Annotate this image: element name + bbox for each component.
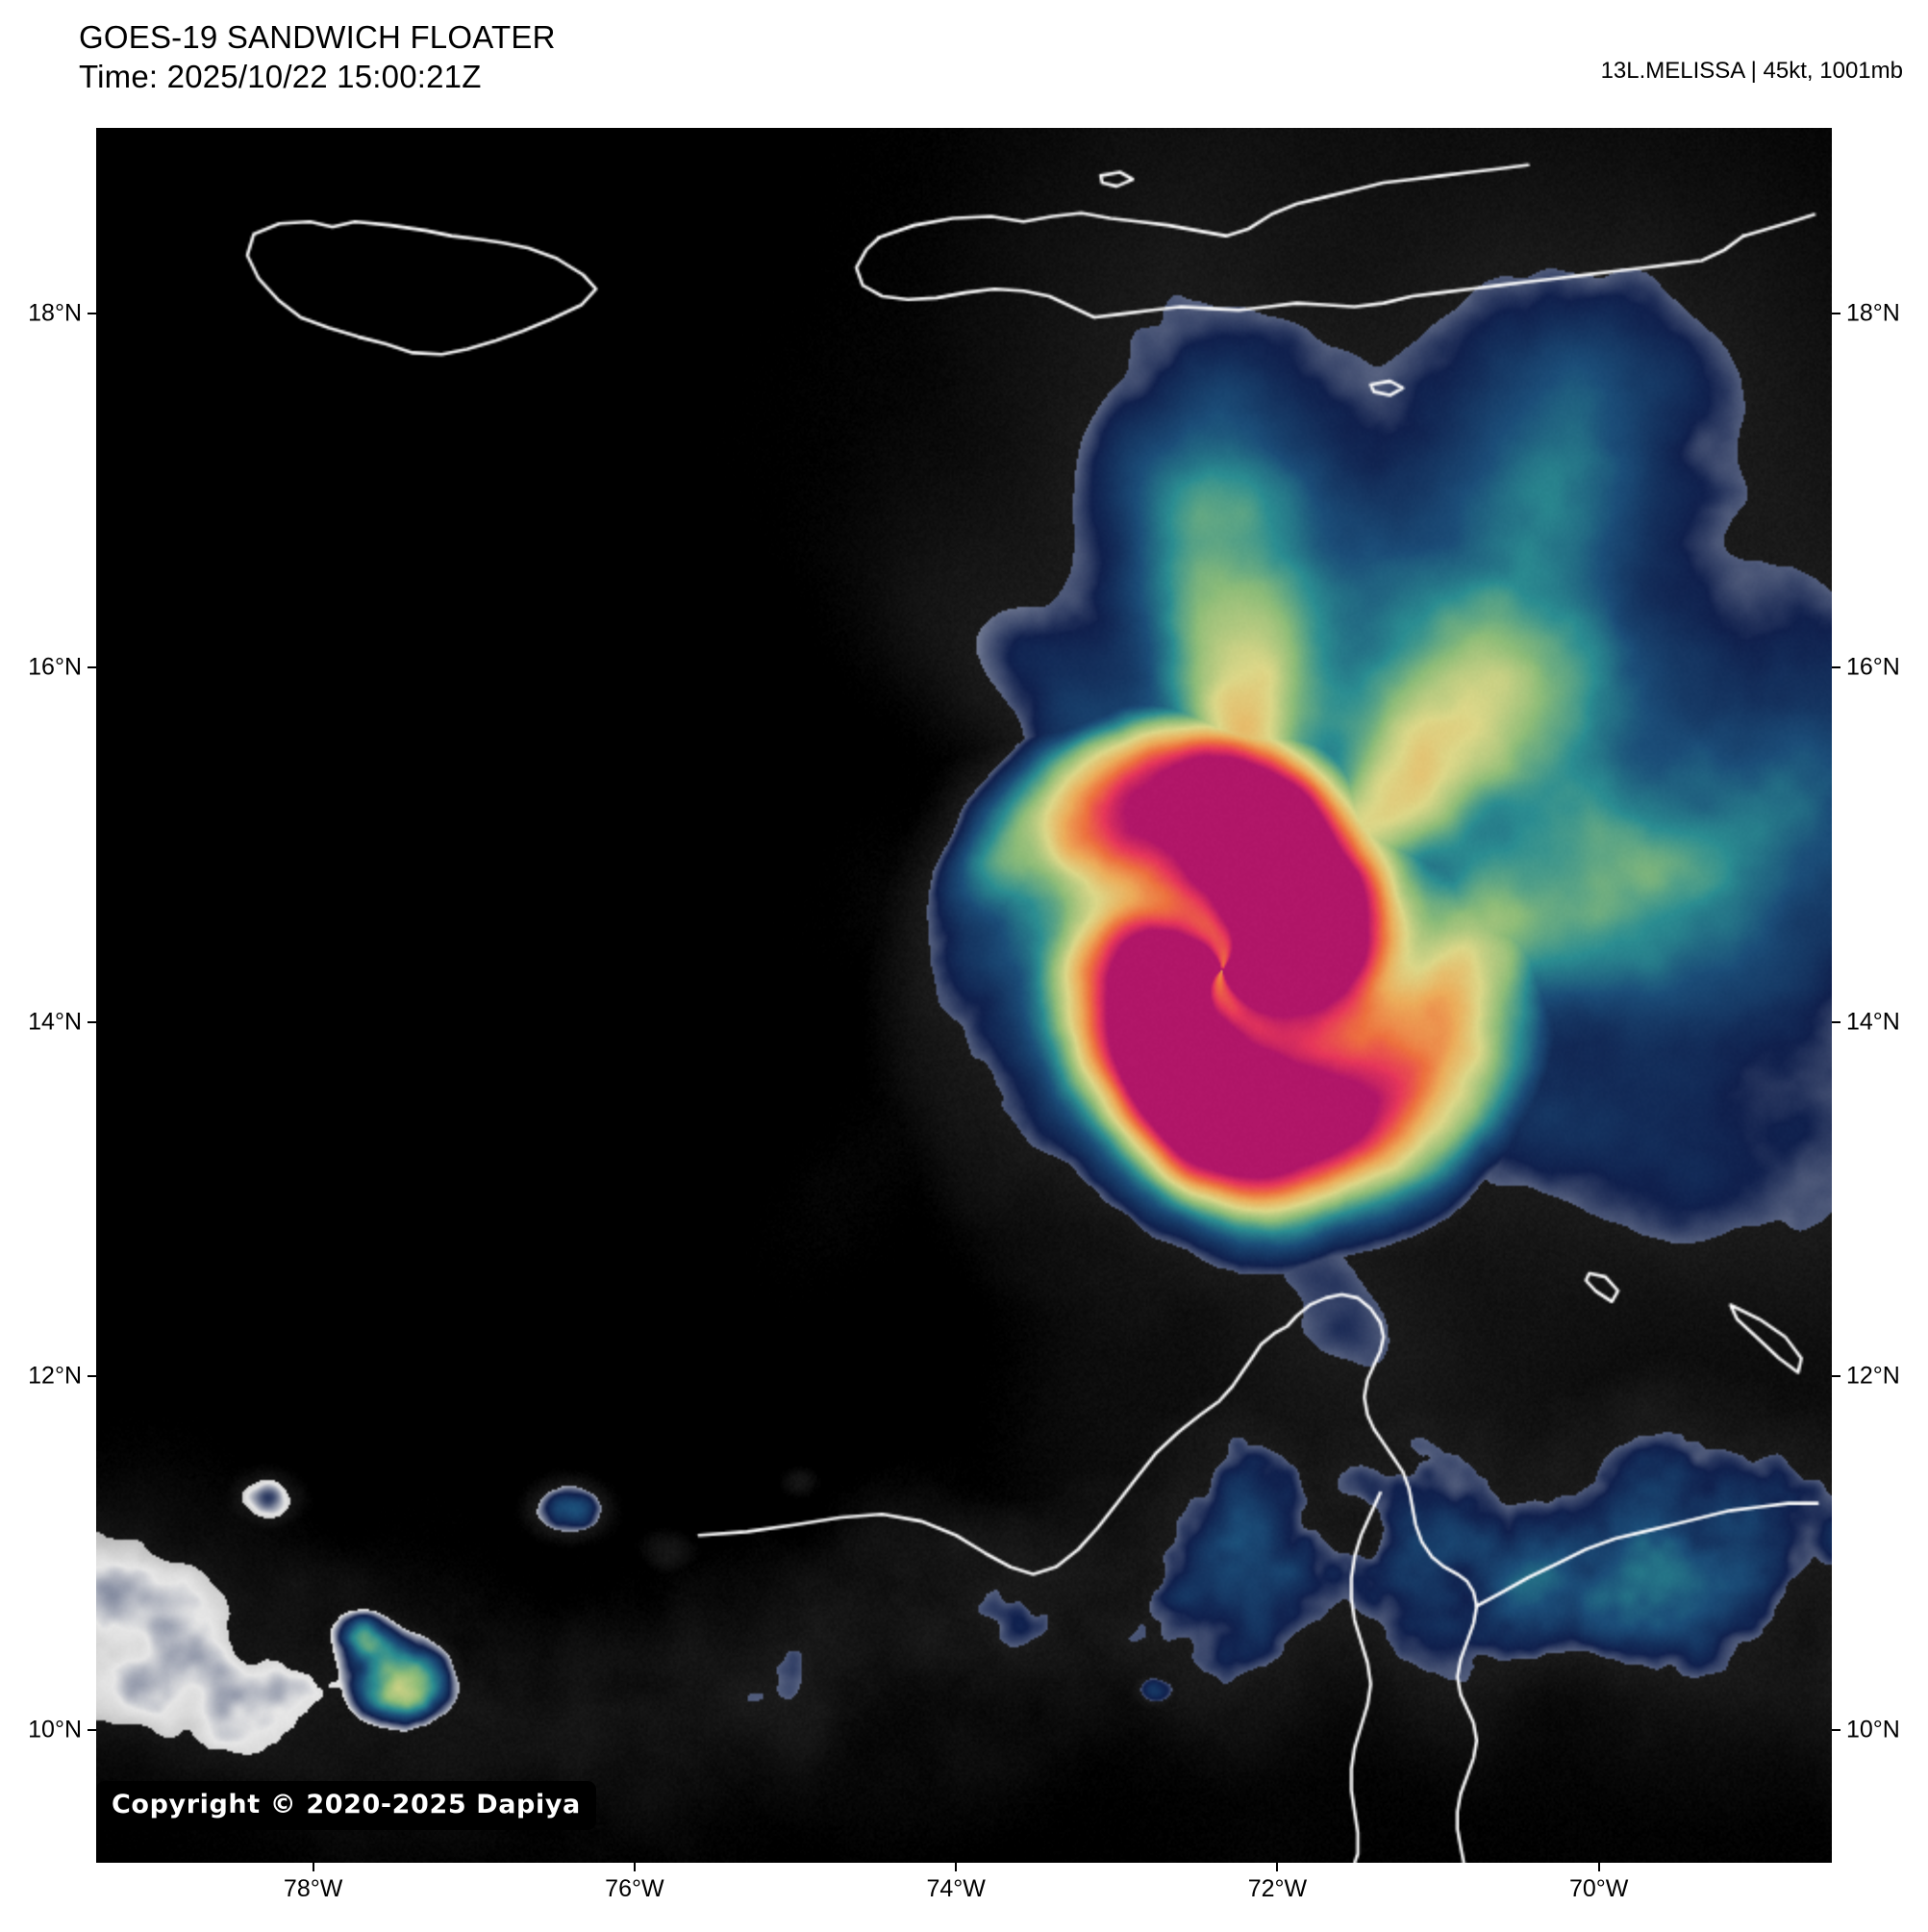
page-title: GOES-19 SANDWICH FLOATER Time: 2025/10/2…: [79, 17, 1040, 96]
lat-tick-mark: [88, 666, 96, 669]
lat-tick-mark: [1832, 313, 1840, 315]
lon-tick-mark: [312, 1863, 314, 1871]
lat-tick-mark: [88, 1020, 96, 1023]
lon-tick-mark: [955, 1863, 958, 1871]
lon-tick-label: 76°W: [605, 1875, 664, 1902]
lat-tick-label: 16°N: [1846, 653, 1900, 681]
lat-tick-mark: [88, 1728, 96, 1731]
copyright-watermark: Copyright © 2020-2025 Dapiya: [96, 1781, 596, 1830]
lon-tick-label: 74°W: [926, 1875, 986, 1902]
lat-tick-label: 14°N: [1846, 1008, 1900, 1036]
lat-tick-mark: [1832, 666, 1840, 669]
lat-tick-label: 14°N: [28, 1008, 82, 1036]
lat-tick-label: 10°N: [1846, 1716, 1900, 1744]
lat-tick-label: 18°N: [28, 299, 82, 327]
lat-tick-label: 10°N: [28, 1716, 82, 1744]
lat-tick-label: 18°N: [1846, 299, 1900, 327]
lat-tick-label: 12°N: [1846, 1362, 1900, 1390]
lat-tick-mark: [1832, 1728, 1840, 1731]
lat-tick-mark: [1832, 1020, 1840, 1023]
lat-tick-mark: [88, 313, 96, 315]
lat-tick-mark: [88, 1374, 96, 1377]
lon-tick-label: 70°W: [1568, 1875, 1629, 1902]
lat-tick-label: 12°N: [28, 1362, 82, 1390]
lon-tick-mark: [1597, 1863, 1600, 1871]
satellite-plot-area[interactable]: Copyright © 2020-2025 Dapiya: [96, 128, 1832, 1863]
lon-tick-label: 78°W: [283, 1875, 343, 1902]
lon-tick-mark: [1276, 1863, 1279, 1871]
storm-metadata: 13L.MELISSA | 45kt, 1001mb: [1600, 58, 1903, 84]
lon-tick-label: 72°W: [1247, 1875, 1308, 1902]
satellite-imagery-canvas: [96, 128, 1832, 1863]
lat-tick-label: 16°N: [28, 653, 82, 681]
product-title: GOES-19 SANDWICH FLOATER: [79, 19, 556, 55]
timestamp-line: Time: 2025/10/22 15:00:21Z: [79, 59, 482, 94]
lat-tick-mark: [1832, 1374, 1840, 1377]
lon-tick-mark: [633, 1863, 636, 1871]
